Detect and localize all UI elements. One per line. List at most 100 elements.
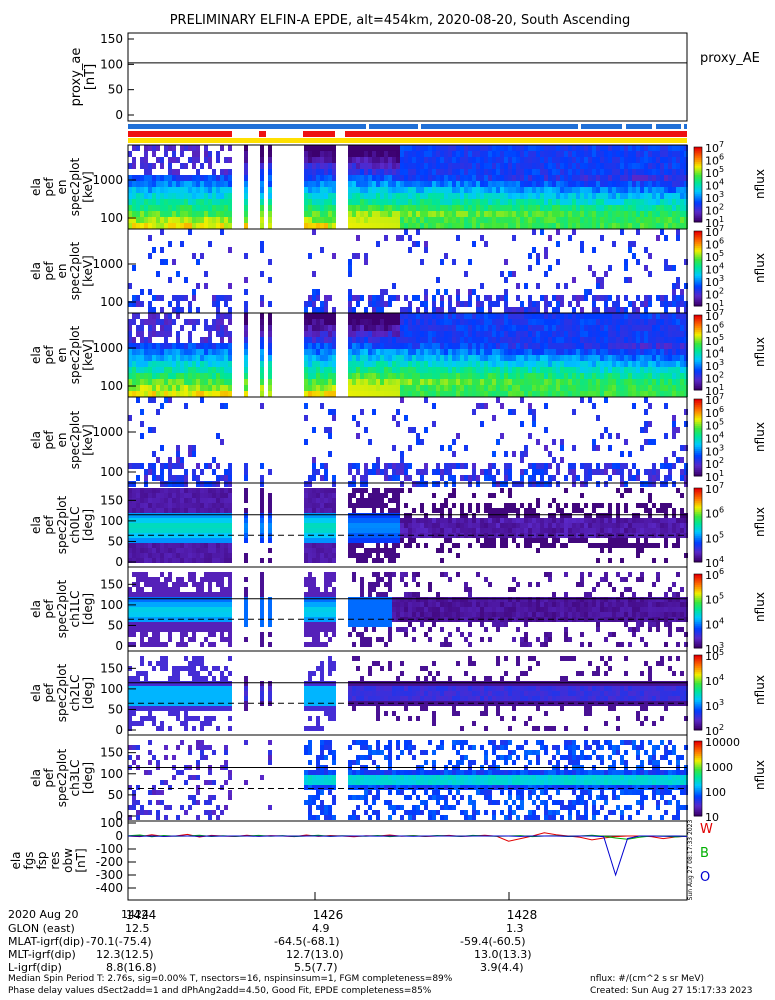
spectrogram-cell [672, 343, 676, 349]
pitch-cell [172, 488, 176, 493]
spectrogram-cell [504, 481, 508, 487]
spectrogram-cell [576, 385, 580, 391]
spectrogram-cell [656, 187, 660, 193]
spectrogram-cell [660, 181, 664, 187]
spectrogram-cell [156, 187, 160, 193]
spectrogram-cell [552, 145, 556, 151]
spectrogram-cell [616, 373, 620, 379]
spectrogram-cell [572, 229, 576, 235]
spectrogram-cell [328, 193, 332, 199]
spectrogram-cell [168, 325, 172, 331]
spectrogram-cell [440, 307, 444, 313]
spectrogram-cell [624, 205, 628, 211]
spectrogram-cell [356, 205, 360, 211]
spectrogram-cell [512, 313, 516, 319]
pitch-cell [184, 558, 188, 563]
spectrogram-cell [672, 463, 676, 469]
spectrogram-cell [632, 379, 636, 385]
spectrogram-cell [452, 337, 456, 343]
spectrogram-cell [128, 337, 132, 343]
pitch-cell [212, 548, 216, 553]
spectrogram-cell [140, 289, 144, 295]
pitch-cell [376, 518, 380, 523]
spectrogram-cell [412, 313, 416, 319]
spectrogram-cell [528, 433, 532, 439]
spectrogram-cell [152, 355, 156, 361]
spectrogram-cell [508, 163, 512, 169]
spectrogram-cell [464, 337, 468, 343]
spectrogram-cell [584, 205, 588, 211]
spectrogram-cell [480, 199, 484, 205]
spectrogram-cell [316, 289, 320, 295]
spectrogram-cell [656, 373, 660, 379]
spectrogram-cell [552, 373, 556, 379]
spectrogram-cell [312, 391, 316, 397]
spectrogram-cell [448, 391, 452, 397]
spectrogram-cell [448, 367, 452, 373]
spectrogram-cell [128, 217, 132, 223]
spectrogram-cell [364, 259, 368, 265]
spectrogram-cell [444, 373, 448, 379]
pitch-cell [308, 538, 312, 543]
pitch-cell [184, 553, 188, 558]
spectrogram-cell [684, 157, 688, 163]
spectrogram-cell [416, 379, 420, 385]
pitch-cell [228, 523, 232, 528]
spectrogram-cell [392, 379, 396, 385]
pitch-cell [488, 508, 492, 513]
pitch-cell [168, 518, 172, 523]
spectrogram-cell [392, 415, 396, 421]
spectrogram-cell [552, 361, 556, 367]
spectrogram-cell [392, 163, 396, 169]
spectrogram-cell [456, 331, 460, 337]
spectrogram-cell [260, 175, 264, 181]
spectrogram-cell [412, 481, 416, 487]
spectrogram-cell [664, 481, 668, 487]
spectrogram-cell [432, 355, 436, 361]
pitch-cell [168, 503, 172, 508]
spectrogram-cell [364, 385, 368, 391]
pitch-cell [468, 543, 472, 548]
pitch-cell [204, 553, 208, 558]
spectrogram-cell [144, 379, 148, 385]
pitch-cell [468, 518, 472, 523]
spectrogram-cell [592, 355, 596, 361]
spectrogram-cell [148, 325, 152, 331]
spectrogram-cell [536, 169, 540, 175]
spectrogram-cell [656, 367, 660, 373]
spectrogram-cell [168, 391, 172, 397]
pitch-cell [456, 553, 460, 558]
spectrogram-cell [428, 319, 432, 325]
spectrogram-cell [184, 205, 188, 211]
pitch-cell [144, 528, 148, 533]
spectrogram-cell [496, 349, 500, 355]
pitch-cell [136, 513, 140, 518]
spectrogram-cell [588, 337, 592, 343]
spectrogram-cell [472, 175, 476, 181]
spectrogram-cell [632, 301, 636, 307]
spectrogram-cell [376, 181, 380, 187]
spectrogram-cell [428, 331, 432, 337]
spectrogram-cell [448, 313, 452, 319]
spectrogram-cell [680, 319, 684, 325]
pitch-cell [384, 493, 388, 498]
spectrogram-cell [304, 181, 308, 187]
pitch-cell [492, 528, 496, 533]
spectrogram-cell [564, 385, 568, 391]
pitch-cell [304, 498, 308, 503]
spectrogram-cell [224, 343, 228, 349]
spectrogram-cell [412, 427, 416, 433]
spectrogram-cell [136, 463, 140, 469]
spectrogram-cell [356, 469, 360, 475]
spectrogram-cell [472, 373, 476, 379]
spectrogram-cell [660, 373, 664, 379]
spectrogram-cell [424, 181, 428, 187]
pitch-cell [324, 493, 328, 498]
spectrogram-cell [632, 205, 636, 211]
spectrogram-cell [452, 385, 456, 391]
spectrogram-cell [400, 151, 404, 157]
pitch-cell [412, 523, 416, 528]
spectrogram-cell [416, 199, 420, 205]
pitch-cell [320, 548, 324, 553]
spectrogram-cell [664, 265, 668, 271]
